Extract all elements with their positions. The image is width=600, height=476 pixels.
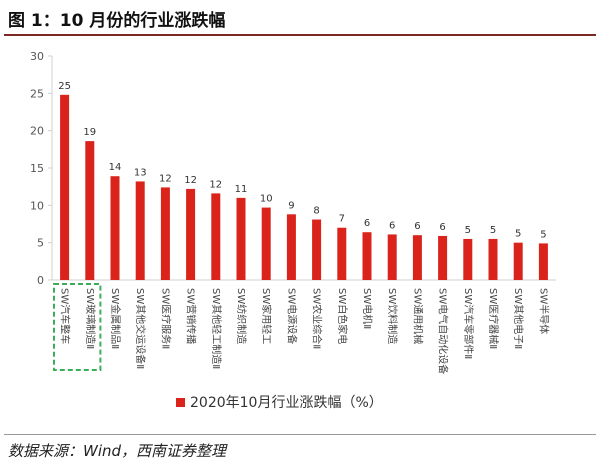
category-label: SW纺织制造 [235,288,248,344]
legend-label: 2020年10月行业涨跌幅（%） [190,395,383,411]
category-label: SW电气自动化设备 [437,288,450,374]
category-label: SW电源设备 [285,288,298,344]
value-labels: 25 19 14 13 12 12 12 11 10 9 8 7 6 6 6 6 5 5 5 5 [58,81,546,241]
bar [312,219,322,280]
category-label: SW通用机械 [411,288,424,344]
bar-value-label: 5 [465,225,471,236]
bar [135,181,145,280]
highlight-rect [53,283,102,371]
category-label: SW医疗器械Ⅱ [487,288,500,349]
legend: 2020年10月行业涨跌幅（%） [176,395,383,411]
bar-value-label: 10 [260,194,273,205]
category-label: SW其他电子Ⅱ [512,288,525,349]
category-label: SW农业综合Ⅱ [311,288,324,349]
bar [337,227,347,280]
bar [538,243,548,280]
category-label: SW家用轻工 [260,288,273,344]
bar [463,238,473,280]
bar [85,141,95,280]
category-label: SW电机Ⅱ [361,288,374,329]
bar-value-label: 7 [339,214,345,225]
category-label: SW其他轻工制造Ⅱ [210,288,223,369]
bar [60,94,70,281]
category-label: SW汽车整车 [59,288,72,344]
bar [286,214,296,280]
bar [160,187,170,280]
bar-value-label: 11 [235,184,248,195]
bar [362,232,372,280]
category-label: SW玻璃制造Ⅱ [84,288,97,349]
bar [387,234,397,280]
y-tick-label: 20 [30,125,44,138]
y-tick-label: 10 [30,199,44,212]
bars [60,94,548,281]
category-label: SW其他交运设备Ⅱ [134,288,147,369]
footer-divider [4,434,596,435]
bar [110,176,120,280]
bar-chart: 0 5 10 15 20 25 30 25 19 14 13 12 12 12 11 10 9 8 7 6 6 6 6 5 5… [30,50,556,411]
bar-value-label: 14 [109,162,122,173]
bar [211,193,221,280]
bar-value-label: 19 [83,127,96,138]
bar [513,242,523,280]
category-label: SW白色家电 [336,288,349,344]
bar-value-label: 12 [209,179,222,190]
bar-value-label: 5 [515,229,521,240]
bar-value-label: 25 [58,81,71,92]
bar-value-label: 6 [364,218,370,229]
category-label: SW医疗服务Ⅱ [159,288,172,349]
bar [186,188,196,280]
y-tick-label: 5 [37,237,44,250]
category-label: SW金属制品Ⅱ [109,288,122,349]
bar-value-label: 6 [414,221,420,232]
bar [438,235,448,280]
bar-value-label: 8 [313,206,319,217]
category-label: SW营销传播 [185,288,198,344]
bar [261,207,271,280]
category-label: SW半导体 [537,288,550,334]
bar-value-label: 13 [134,167,147,178]
bar-value-label: 5 [540,229,546,240]
bar [488,238,498,280]
bar [236,197,246,280]
bar-value-label: 12 [184,175,197,186]
y-tick-label: 25 [30,87,44,100]
chart-title: 图 1：10 月份的行业涨跌幅 [8,11,226,31]
category-labels: SW汽车整车 SW玻璃制造Ⅱ SW金属制品Ⅱ SW其他交运设备Ⅱ SW医疗服务Ⅱ SW营销… [59,288,551,374]
bar-value-label: 9 [288,200,294,211]
title-divider [4,34,596,36]
bar-value-label: 5 [490,225,496,236]
bar-value-label: 12 [159,173,172,184]
y-tick-label: 30 [30,50,44,63]
y-tick-label: 15 [30,162,44,175]
legend-swatch [176,398,185,407]
bar-value-label: 6 [439,222,445,233]
source-note: 数据来源：Wind，西南证券整理 [8,442,227,460]
y-tick-label: 0 [37,274,44,287]
category-label: SW汽车零部件Ⅱ [462,288,475,359]
bar-value-label: 6 [389,220,395,231]
bar [412,235,422,280]
category-label: SW饮料制造 [386,288,399,344]
highlight-box [53,283,102,371]
